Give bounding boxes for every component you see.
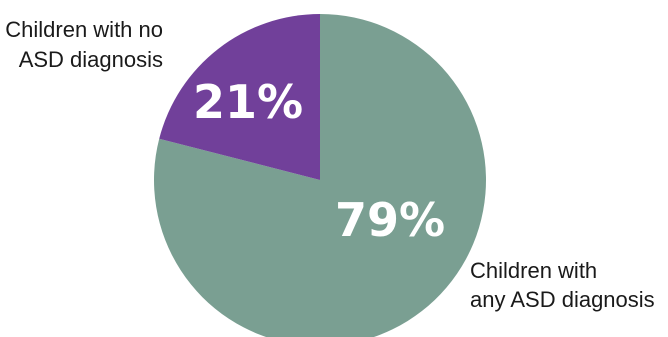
pie-slice-1 [159,14,320,180]
slice-category-label-1-line-1: ASD diagnosis [19,47,163,72]
slice-category-label-0-line-0: Children with [470,258,597,283]
slice-category-label-1-line-0: Children with no [5,17,163,42]
slice-value-label-0: 79% [335,193,445,247]
slice-category-label-0-line-1: any ASD diagnosis [470,287,655,312]
pie-slice-0 [154,14,486,337]
slices-layer [154,14,486,337]
labels-layer: 79% Children with any ASD diagnosis 21% Chil… [5,17,654,312]
slice-value-label-1: 21% [193,75,303,129]
